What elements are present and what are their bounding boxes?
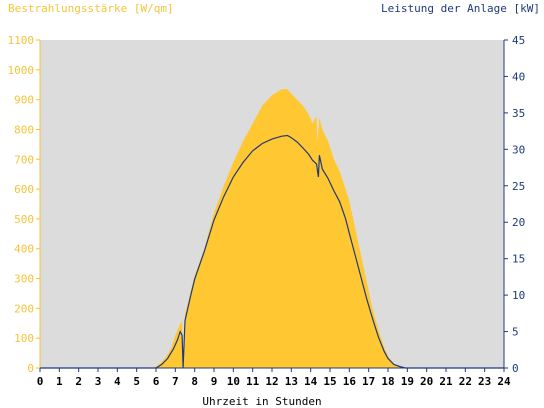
x-tick-label: 10 <box>227 375 240 388</box>
left-tick-label: 800 <box>14 123 34 136</box>
left-tick-label: 1000 <box>8 64 35 77</box>
left-tick-label: 900 <box>14 94 34 107</box>
right-tick-label: 0 <box>512 362 519 375</box>
x-tick-label: 20 <box>420 375 433 388</box>
x-tick-label: 11 <box>246 375 260 388</box>
left-tick-label: 700 <box>14 153 34 166</box>
x-axis-ticks: 0 1 2 3 4 5 6 7 8 9 10 11 12 13 14 15 16 17 18 19 20 21 22 23 24 <box>37 368 511 388</box>
x-tick-label: 18 <box>381 375 394 388</box>
right-tick-label: 40 <box>512 70 525 83</box>
x-tick-label: 3 <box>95 375 102 388</box>
x-axis-title: Uhrzeit in Stunden <box>202 395 321 408</box>
left-tick-label: 200 <box>14 302 34 315</box>
right-tick-label: 45 <box>512 34 525 47</box>
x-tick-label: 22 <box>459 375 472 388</box>
left-tick-label: 1100 <box>8 34 35 47</box>
x-tick-label: 1 <box>56 375 63 388</box>
x-tick-label: 19 <box>401 375 414 388</box>
x-tick-label: 2 <box>75 375 82 388</box>
x-tick-label: 15 <box>323 375 336 388</box>
right-axis-ticks: 0 5 10 15 20 25 30 35 40 45 <box>504 34 525 375</box>
right-tick-label: 25 <box>512 180 525 193</box>
right-tick-label: 30 <box>512 143 525 156</box>
x-tick-label: 6 <box>153 375 160 388</box>
x-tick-label: 24 <box>497 375 511 388</box>
x-tick-label: 9 <box>211 375 218 388</box>
left-tick-label: 500 <box>14 213 34 226</box>
x-tick-label: 23 <box>478 375 491 388</box>
x-tick-label: 8 <box>191 375 198 388</box>
x-tick-label: 12 <box>265 375 278 388</box>
right-tick-label: 10 <box>512 289 525 302</box>
left-axis-ticks: 0 100 200 300 400 500 600 700 800 900 1000 1100 <box>8 34 40 375</box>
right-tick-label: 35 <box>512 107 525 120</box>
left-tick-label: 300 <box>14 273 34 286</box>
power-line <box>40 134 504 369</box>
x-tick-label: 7 <box>172 375 179 388</box>
x-tick-label: 16 <box>343 375 357 388</box>
left-axis-title: Bestrahlungsstärke [W/qm] <box>8 2 174 15</box>
left-tick-label: 0 <box>27 362 34 375</box>
right-tick-label: 20 <box>512 216 525 229</box>
x-tick-label: 13 <box>285 375 298 388</box>
left-tick-label: 600 <box>14 183 34 196</box>
x-tick-label: 17 <box>362 375 375 388</box>
left-tick-label: 400 <box>14 243 34 256</box>
x-tick-label: 14 <box>304 375 318 388</box>
x-tick-label: 4 <box>114 375 121 388</box>
x-tick-label: 0 <box>37 375 44 388</box>
right-tick-label: 5 <box>512 326 519 339</box>
x-tick-label: 21 <box>439 375 453 388</box>
x-tick-label: 5 <box>133 375 140 388</box>
irradiance-area <box>40 89 504 368</box>
left-tick-label: 100 <box>14 332 34 345</box>
right-axis-title: Leistung der Anlage [kW] <box>381 2 540 15</box>
right-tick-label: 15 <box>512 253 525 266</box>
